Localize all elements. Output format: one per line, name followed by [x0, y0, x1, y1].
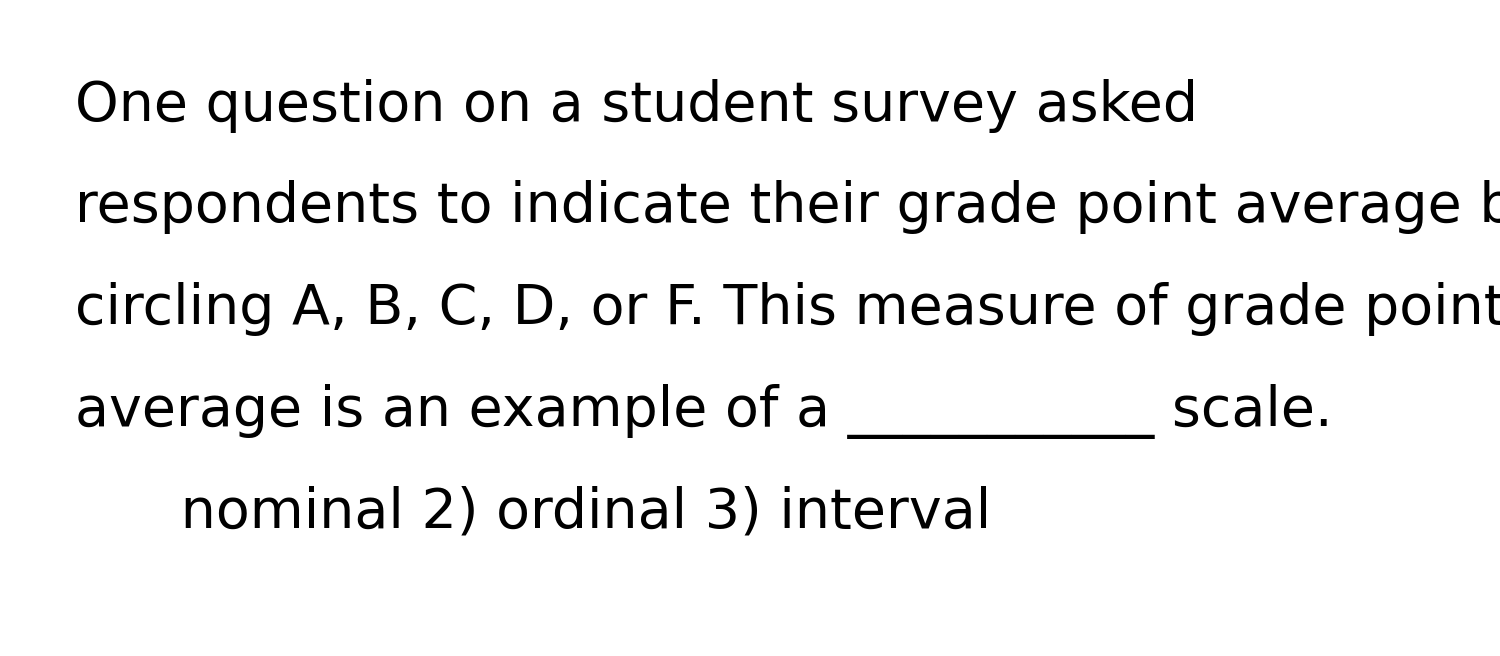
Text: respondents to indicate their grade point average by: respondents to indicate their grade poin… — [75, 180, 1500, 234]
Text: average is an example of a ___________ scale.: average is an example of a ___________ s… — [75, 384, 1332, 439]
Text: circling A, B, C, D, or F. This measure of grade point: circling A, B, C, D, or F. This measure … — [75, 282, 1500, 336]
Text: One question on a student survey asked: One question on a student survey asked — [75, 79, 1198, 133]
Text: nominal 2) ordinal 3) interval: nominal 2) ordinal 3) interval — [75, 485, 992, 539]
